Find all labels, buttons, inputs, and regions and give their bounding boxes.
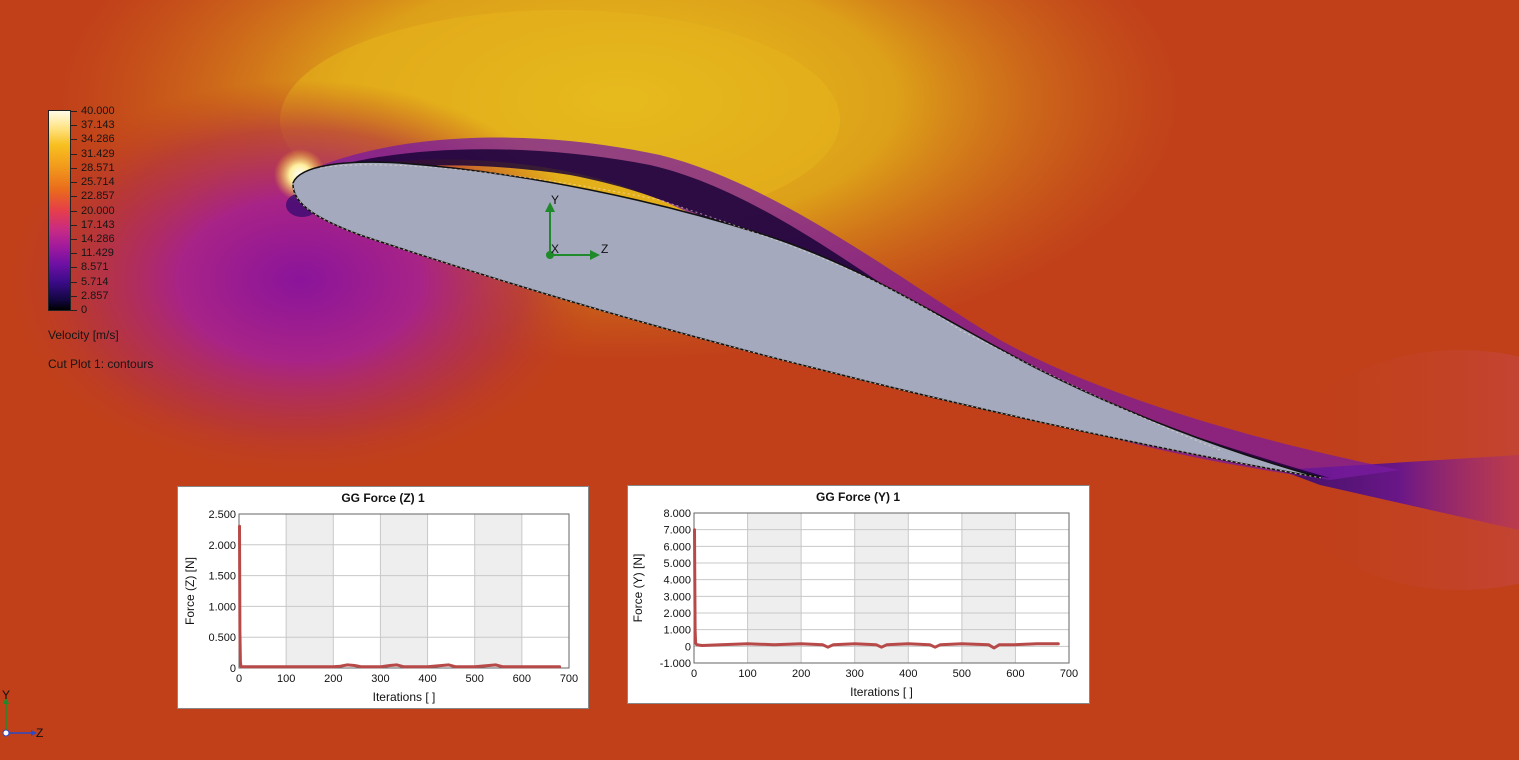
legend-tick-mark: [70, 153, 77, 155]
plot-band: [854, 513, 909, 663]
x-tick-label: 400: [418, 673, 436, 685]
legend-tick-mark: [70, 182, 77, 184]
airfoil-upper-edge-line: [319, 164, 1221, 451]
y-tick-label: 1.000: [663, 625, 691, 637]
x-tick-label: 400: [899, 668, 917, 680]
x-tick-label: 500: [953, 668, 971, 680]
y-tick-label: 2.000: [663, 608, 691, 620]
x-tick-label: 600: [513, 673, 531, 685]
corner-triad-z-label: Z: [36, 726, 43, 740]
legend-tick-mark: [70, 196, 77, 198]
legend-tick-label: 11.429: [81, 247, 114, 260]
triad-x-label: X: [551, 242, 559, 256]
legend-unit-label: Velocity [m/s]: [48, 328, 119, 342]
plot-band: [961, 513, 1016, 663]
chart-title: GG Force (Z) 1: [341, 491, 425, 505]
x-tick-label: 300: [371, 673, 389, 685]
plot-band: [474, 514, 522, 668]
legend-tick-mark: [70, 281, 77, 283]
y-tick-label: 0.500: [208, 632, 236, 644]
legend-tick-label: 28.571: [81, 161, 115, 174]
x-tick-label: 500: [466, 673, 484, 685]
legend-tick-mark: [70, 167, 77, 169]
force-y-chart[interactable]: GG Force (Y) 1 0 100 200 300 400 500 600 700 -1.0…: [627, 485, 1090, 704]
x-tick-label: 600: [1006, 668, 1024, 680]
plot-band: [747, 513, 802, 663]
series-line: [693, 528, 1060, 650]
legend-tick-label: 25.714: [81, 176, 115, 189]
y-tick-label: 3.000: [663, 591, 691, 603]
y-tick-label: 0: [230, 663, 236, 675]
legend-tick-mark: [70, 267, 77, 269]
legend-tick-mark: [70, 139, 77, 141]
force-y-chart-svg: GG Force (Y) 1 0 100 200 300 400 500 600 700 -1.0…: [631, 490, 1078, 699]
x-tick-label: 100: [277, 673, 295, 685]
y-tick-label: 0: [685, 641, 691, 653]
legend-color-bar: [48, 110, 71, 311]
legend-tick-mark: [70, 295, 77, 297]
corner-triad-y-label: Y: [2, 688, 10, 702]
legend-plot-name: Cut Plot 1: contours: [48, 357, 154, 371]
airfoil-lower-edge-line: [292, 182, 1323, 479]
plot-band: [380, 514, 428, 668]
y-axis-label: Force (Z) [N]: [183, 557, 197, 625]
legend-tick-label: 5.714: [81, 275, 109, 288]
coordinate-triad-main: Y X Z: [545, 193, 608, 260]
y-tick-label: 7.000: [663, 525, 691, 537]
x-tick-label: 300: [846, 668, 864, 680]
y-tick-label: 2.000: [208, 540, 236, 552]
corner-triad-origin: [2, 729, 10, 737]
x-tick-label: 100: [738, 668, 756, 680]
triad-y-arrow-icon: [545, 202, 555, 212]
corner-triad-y-arrow-icon: [3, 697, 9, 704]
y-tick-label: 5.000: [663, 558, 691, 570]
legend-tick-mark: [70, 253, 77, 255]
legend-tick-label: 0: [81, 304, 88, 316]
y-tick-label: 1.000: [208, 601, 236, 613]
x-tick-label: 0: [236, 673, 242, 685]
y-tick-label: 1.500: [208, 571, 236, 583]
triad-z-label: Z: [601, 242, 608, 256]
legend-tick-mark: [70, 111, 77, 112]
force-z-chart[interactable]: GG Force (Z) 1 0 100 200 300 400 500 600 700 0 0.5…: [177, 486, 589, 709]
x-tick-label: 700: [560, 673, 578, 685]
x-tick-label: 0: [691, 668, 697, 680]
triad-y-label: Y: [551, 193, 559, 207]
x-tick-label: 700: [1060, 668, 1078, 680]
corner-triad-z-arrow-icon: [31, 730, 37, 736]
velocity-legend[interactable]: 40.000 37.143 34.286 31.429 28.571 25.714 22.8…: [48, 105, 208, 378]
chart-title: GG Force (Y) 1: [816, 490, 900, 504]
plot-band: [286, 514, 334, 668]
triad-origin: [546, 251, 554, 259]
x-axis-label: Iterations [ ]: [850, 685, 913, 699]
legend-tick-label: 14.286: [81, 232, 115, 245]
legend-tick-mark: [70, 125, 77, 127]
legend-tick-label: 17.143: [81, 218, 115, 231]
force-z-chart-svg: GG Force (Z) 1 0 100 200 300 400 500 600 700 0 0.5…: [183, 491, 578, 704]
legend-tick-label: 8.571: [81, 261, 109, 274]
y-axis-label: Force (Y) [N]: [631, 554, 645, 623]
x-tick-label: 200: [792, 668, 810, 680]
legend-tick-mark: [70, 310, 77, 311]
y-tick-label: 8.000: [663, 508, 691, 520]
legend-tick-label: 20.000: [81, 204, 115, 217]
y-tick-label: 4.000: [663, 575, 691, 587]
legend-tick-label: 37.143: [81, 119, 115, 132]
x-axis-label: Iterations [ ]: [373, 690, 436, 704]
legend-tick-mark: [70, 238, 77, 240]
series-line: [238, 524, 562, 669]
coordinate-triad-corner: Y Z: [2, 688, 43, 740]
legend-tick-label: 2.857: [81, 289, 109, 302]
triad-z-arrow-icon: [590, 250, 600, 260]
legend-tick-label: 34.286: [81, 133, 115, 146]
legend-tick-mark: [70, 210, 77, 212]
x-tick-label: 200: [324, 673, 342, 685]
y-tick-label: -1.000: [660, 658, 691, 670]
legend-tick-label: 31.429: [81, 147, 115, 160]
legend-tick-label: 40.000: [81, 105, 115, 117]
legend-tick-mark: [70, 224, 77, 226]
y-tick-label: 2.500: [208, 509, 236, 521]
legend-tick-label: 22.857: [81, 190, 115, 203]
y-tick-label: 6.000: [663, 541, 691, 553]
